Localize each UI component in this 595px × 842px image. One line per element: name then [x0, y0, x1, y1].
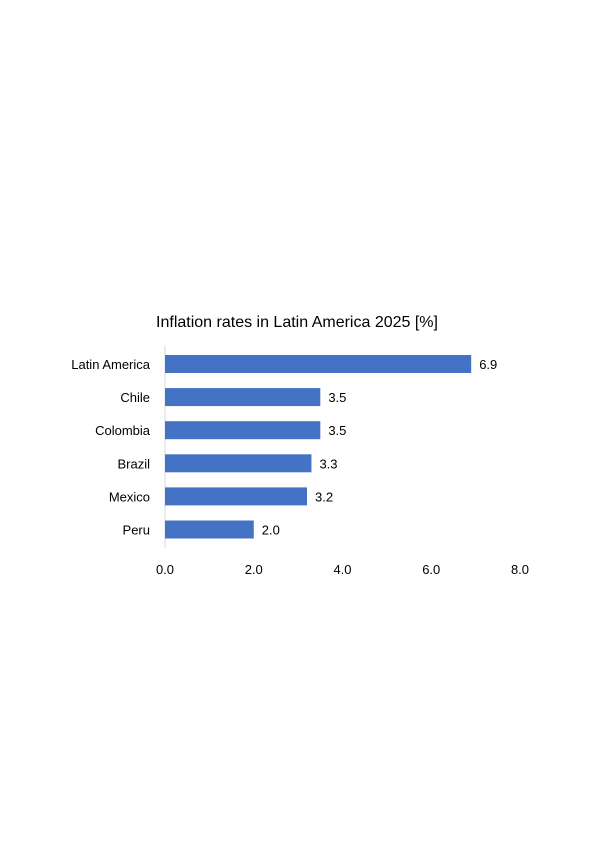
x-tick-label-1: 2.0 [245, 562, 263, 577]
category-label-peru: Peru [123, 523, 150, 538]
x-tick-label-4: 8.0 [511, 562, 529, 577]
category-label-latin-america: Latin America [71, 357, 151, 372]
bar-colombia [165, 421, 321, 440]
category-label-brazil: Brazil [117, 456, 150, 471]
bars-group [165, 355, 472, 539]
data-label-chile: 3.5 [328, 390, 346, 405]
category-label-mexico: Mexico [109, 489, 150, 504]
x-tick-label-2: 4.0 [333, 562, 351, 577]
data-label-colombia: 3.5 [328, 423, 346, 438]
category-labels-group: Latin America Chile Colombia Brazil Mexico Pe… [71, 357, 151, 538]
data-label-latin-america: 6.9 [479, 357, 497, 372]
chart-title: Inflation rates in Latin America 2025 [%… [156, 314, 438, 331]
bar-mexico [165, 487, 307, 506]
x-tick-label-3: 6.0 [422, 562, 440, 577]
data-label-mexico: 3.2 [315, 489, 333, 504]
x-tick-labels-group: 0.0 2.0 4.0 6.0 8.0 [156, 562, 529, 577]
bar-peru [165, 520, 254, 539]
category-label-chile: Chile [120, 390, 150, 405]
data-label-peru: 2.0 [262, 523, 280, 538]
bar-brazil [165, 454, 312, 473]
category-label-colombia: Colombia [95, 423, 151, 438]
bar-chile [165, 388, 321, 407]
x-tick-label-0: 0.0 [156, 562, 174, 577]
data-label-brazil: 3.3 [319, 456, 337, 471]
bar-latin-america [165, 355, 472, 373]
data-labels-group: 6.9 3.5 3.5 3.3 3.2 2.0 [262, 357, 498, 538]
